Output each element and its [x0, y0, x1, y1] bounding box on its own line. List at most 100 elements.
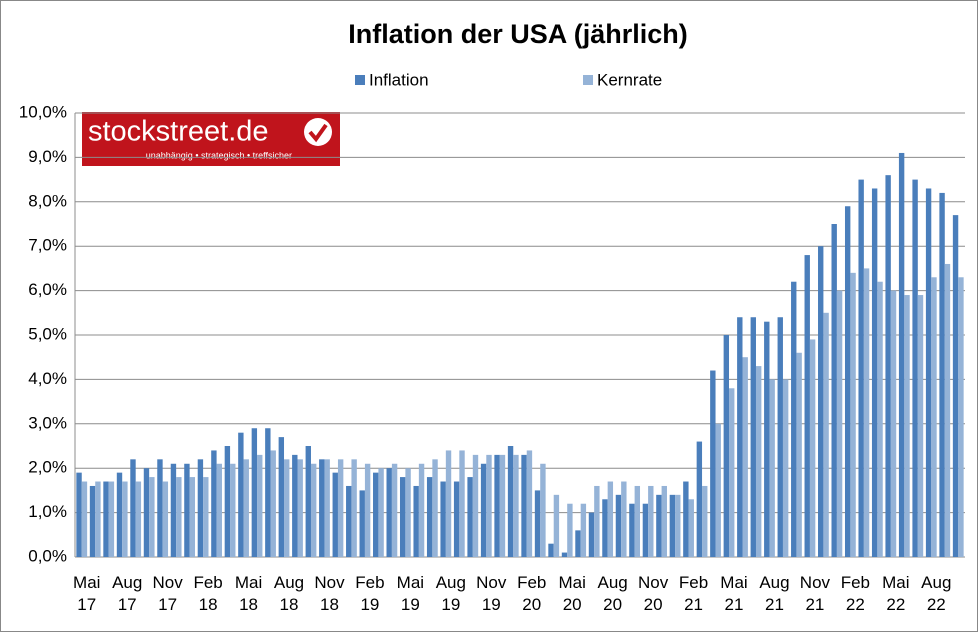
x-tick-label: Mai 19 — [396, 573, 425, 614]
bar — [521, 454, 527, 557]
x-tick-label: Feb 20 — [517, 573, 547, 614]
x-tick-label: Feb 19 — [355, 573, 385, 614]
x-tick-label: Nov 21 — [799, 573, 831, 614]
bar — [675, 494, 681, 557]
logo-slogan: unabhängig • strategisch • treffsicher — [146, 150, 292, 160]
bar — [661, 485, 667, 557]
bar — [777, 317, 783, 557]
bar — [858, 179, 864, 557]
y-tick-label: 0,0% — [28, 546, 67, 565]
bar — [710, 370, 716, 557]
bar — [683, 481, 689, 557]
x-tick-label: Mai 18 — [234, 573, 263, 614]
bar — [216, 463, 222, 557]
bar — [251, 428, 258, 557]
bar — [319, 459, 325, 557]
bar — [324, 459, 330, 557]
bar — [769, 379, 775, 557]
y-tick-label: 9,0% — [28, 147, 67, 166]
legend-swatch — [355, 75, 365, 85]
bar — [939, 192, 945, 558]
bar — [575, 530, 581, 557]
bar — [548, 543, 554, 557]
bar — [405, 468, 411, 557]
bar — [116, 472, 123, 557]
bar — [364, 463, 371, 557]
bar — [952, 215, 959, 557]
chart-title: Inflation der USA (jährlich) — [348, 19, 688, 49]
bar — [567, 503, 573, 557]
bar — [162, 481, 169, 557]
bar — [642, 503, 649, 557]
bar — [440, 481, 446, 557]
y-tick-label: 4,0% — [28, 369, 67, 388]
bar — [885, 175, 891, 557]
bar — [284, 459, 290, 557]
bar — [243, 459, 249, 557]
bar — [386, 468, 392, 557]
bar — [844, 206, 851, 558]
bar — [723, 335, 730, 557]
bar — [337, 459, 344, 557]
bar — [270, 450, 276, 557]
bar — [890, 290, 897, 557]
bar — [103, 481, 109, 557]
bar — [715, 423, 721, 557]
bar — [534, 490, 541, 557]
bar — [818, 246, 824, 557]
bar — [472, 454, 479, 557]
bar — [265, 428, 271, 557]
bar — [755, 366, 762, 557]
logo-icon — [304, 118, 332, 146]
x-tick-label: Nov 17 — [152, 573, 183, 614]
bar — [453, 481, 460, 557]
bar — [925, 188, 932, 558]
bar — [702, 485, 708, 557]
bar — [513, 454, 519, 557]
bar — [135, 481, 142, 557]
bar — [931, 277, 937, 557]
x-tick-label: Aug 21 — [759, 573, 790, 614]
y-tick-label: 1,0% — [28, 502, 67, 521]
bar — [499, 454, 506, 557]
x-tick-label: Feb 22 — [840, 573, 871, 614]
logo-check — [308, 123, 328, 143]
bar — [89, 485, 96, 557]
bar — [912, 179, 918, 557]
bar — [944, 263, 951, 557]
bar — [602, 499, 608, 557]
bar — [230, 463, 236, 557]
bar — [742, 357, 748, 557]
y-tick-label: 5,0% — [28, 324, 67, 343]
bar — [621, 481, 627, 557]
bar — [796, 352, 802, 557]
legend-swatch — [583, 75, 593, 85]
bar — [507, 446, 514, 557]
x-tick-label: Feb 18 — [193, 573, 223, 614]
bar — [359, 490, 365, 557]
bar — [782, 379, 789, 557]
bar — [898, 152, 905, 557]
bar — [373, 472, 379, 557]
x-tick-label: Nov 18 — [314, 573, 345, 614]
bar — [669, 494, 676, 557]
bar — [351, 459, 357, 557]
bar — [297, 459, 303, 557]
bar — [413, 485, 419, 557]
bar — [459, 450, 465, 557]
bar — [130, 459, 136, 557]
y-tick-label: 3,0% — [28, 413, 67, 432]
bar — [391, 463, 398, 557]
bar — [378, 468, 384, 557]
bar — [656, 494, 662, 557]
y-tick-label: 10,0% — [19, 102, 67, 121]
bar — [917, 295, 924, 557]
bar — [95, 481, 101, 557]
bar — [203, 477, 209, 557]
bar — [804, 255, 810, 557]
bar — [143, 468, 150, 557]
bar — [176, 477, 182, 557]
bar — [823, 312, 829, 557]
bar — [157, 459, 163, 557]
